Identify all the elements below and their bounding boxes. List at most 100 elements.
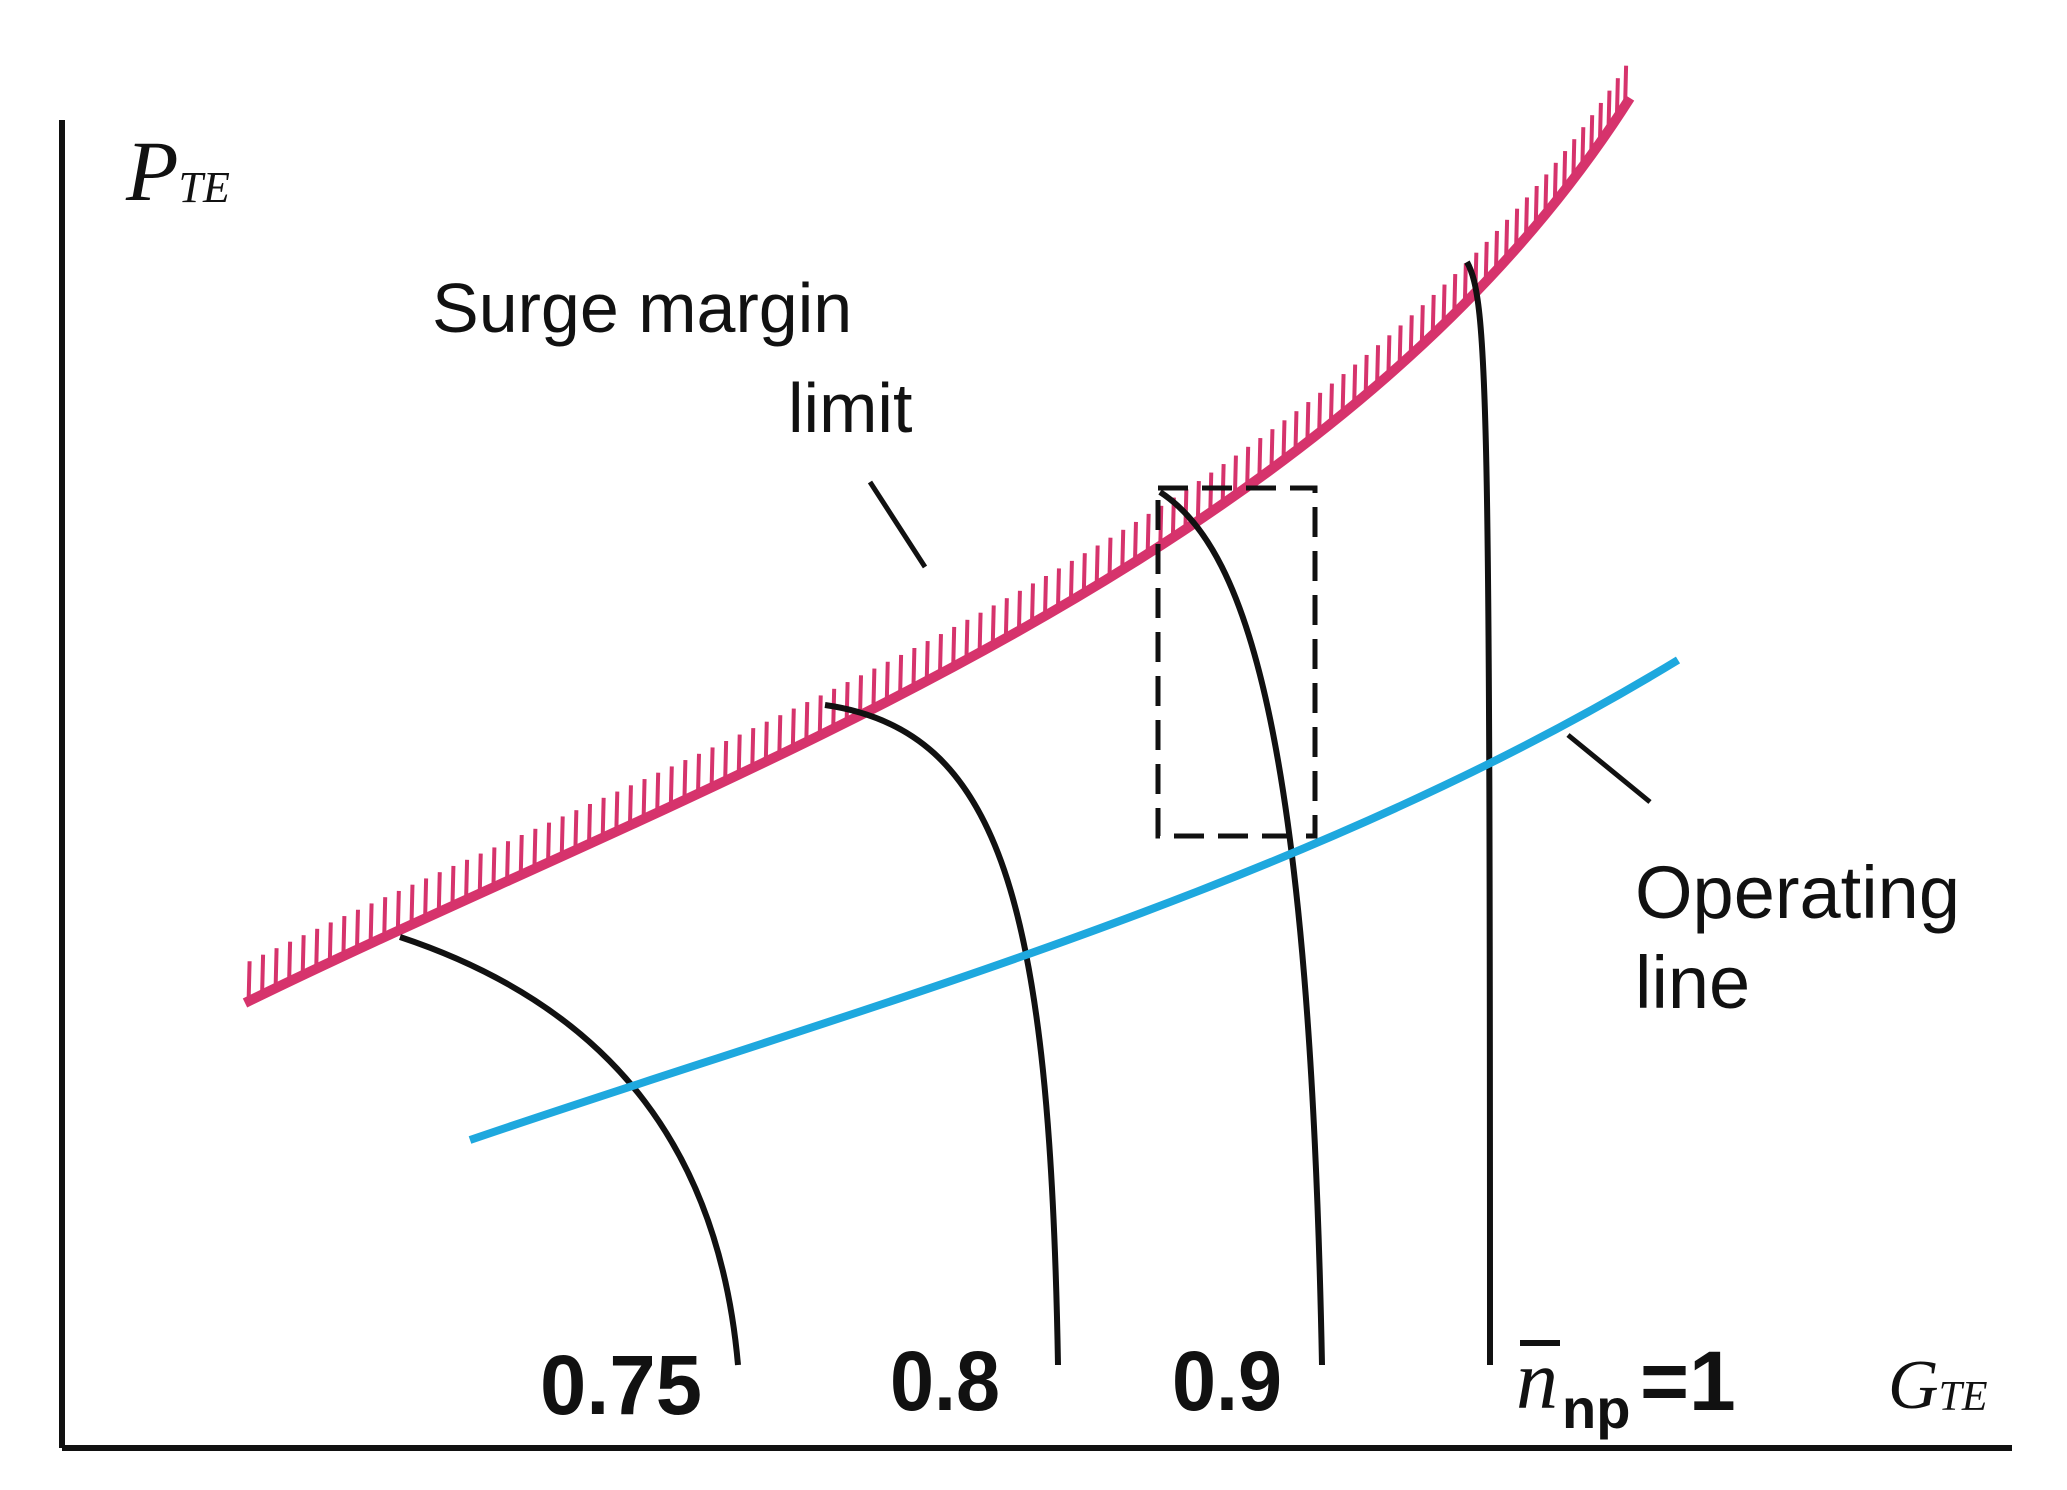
svg-text:n: n [1516, 1334, 1558, 1427]
surge-hatch-tick [423, 878, 429, 919]
surge-hatch-tick [844, 682, 850, 723]
surge-hatch-tick [532, 828, 538, 869]
surge-hatch-tick [1068, 560, 1074, 601]
surge-hatch-tick [1340, 374, 1346, 415]
surge-hatch-tick [300, 935, 306, 976]
surge-hatch-tick [641, 778, 647, 820]
surge-hatch-tick [1055, 568, 1061, 609]
speed-line-075 [399, 934, 741, 1366]
surge-hatch-tick [614, 791, 620, 832]
surge-hatch-tick [505, 841, 511, 882]
speed-label-075: 0.75 [540, 1338, 702, 1432]
y-axis-label: PTE [125, 123, 230, 219]
surge-hatch-tick [1183, 489, 1189, 530]
surge-hatch-tick [655, 772, 661, 813]
speed-line-08 [824, 702, 1061, 1366]
surge-hatch-tick [695, 753, 701, 794]
surge-label-line1: Surge margin [432, 269, 852, 347]
surge-hatch-tick [898, 654, 904, 695]
surge-hatch-tick [951, 626, 957, 668]
surge-hatch-tick [911, 647, 917, 689]
surge-hatch-tick [546, 822, 552, 863]
surge-hatch-tick [937, 633, 943, 675]
surge-hatch-tick [723, 740, 729, 782]
surge-hatch-tick [354, 909, 360, 950]
surge-hatch-tick [964, 619, 970, 660]
surge-hatch-tick [1195, 480, 1201, 522]
svg-text:=1: =1 [1640, 1334, 1736, 1428]
speed-line-09 [1158, 489, 1325, 1366]
surge-hatch-tick [1003, 598, 1009, 639]
surge-hatch-tick [587, 803, 593, 845]
surge-hatch-tick [327, 922, 333, 963]
surge-hatch-tick [1281, 420, 1287, 461]
surge-hatch-tick [1081, 553, 1087, 594]
surge-hatch-tick [314, 928, 320, 969]
surge-hatch-tick [477, 853, 483, 894]
surge-hatch-tick [668, 766, 674, 807]
surge-hatch-tick [777, 715, 783, 756]
surge-hatch-tick [682, 760, 688, 801]
surge-hatch-tick [817, 695, 823, 736]
surge-hatch-tick [464, 859, 470, 900]
surge-hatch-tick [1269, 429, 1275, 470]
surge-hatch-tick [491, 847, 497, 888]
speed-label-09: 0.9 [1172, 1334, 1282, 1428]
surge-hatch-tick [1317, 392, 1323, 433]
surge-hatch-tick [990, 605, 996, 646]
surge-hatch-tick [368, 903, 374, 944]
surge-hatch-tick [1293, 411, 1299, 452]
surge-hatch-tick [1120, 529, 1126, 570]
surge-hatch-tick [763, 721, 769, 762]
surge-hatch-tick [1257, 438, 1263, 479]
surge-hatch-tick [871, 668, 877, 709]
operating-leader-line [1566, 733, 1652, 804]
speed-line-1 [1464, 260, 1493, 1366]
surge-hatch-tick [858, 675, 864, 716]
surge-hatch-tick [1029, 583, 1035, 624]
surge-hatch-tick [395, 890, 401, 931]
surge-hatch-tick [260, 954, 266, 995]
x-axis-label: GTE [1888, 1347, 1988, 1424]
surge-hatch-tick [573, 810, 579, 851]
surge-hatch-tick [409, 884, 415, 925]
surge-hatch-tick [1132, 521, 1138, 562]
surge-hatch-tick [627, 785, 633, 826]
surge-hatch-tick [884, 661, 890, 702]
surge-hatch-tick [1232, 455, 1238, 496]
surge-hatch-tick [246, 961, 252, 1002]
surge-hatch-tick [1094, 545, 1100, 586]
surge-hatch-tick [436, 872, 442, 913]
surge-hatch-tick [1016, 590, 1022, 631]
surge-hatch-tick [1328, 383, 1334, 424]
surge-hatch-tick [790, 708, 796, 749]
surge-leader-line [867, 480, 928, 569]
surge-hatch-tick [341, 916, 347, 957]
surge-limit-curve [242, 95, 1635, 1008]
surge-hatch-tick [287, 941, 293, 982]
surge-hatch-tick [1158, 505, 1164, 546]
surge-hatch-tick [1145, 513, 1151, 554]
operating-line [468, 656, 1681, 1144]
surge-hatch-tick [1208, 472, 1214, 513]
surge-hatch-tick [600, 797, 606, 838]
speed-label-08: 0.8 [890, 1334, 1000, 1428]
operating-label-line1: Operating [1635, 851, 1960, 934]
svg-text:np: np [1562, 1377, 1630, 1440]
surge-hatch-tick [924, 640, 930, 682]
surge-hatching [246, 65, 1629, 1002]
surge-hatch-tick [518, 834, 524, 876]
surge-hatch-tick [1042, 575, 1048, 617]
surge-hatch-tick [273, 948, 279, 989]
surge-hatch-tick [1107, 537, 1113, 578]
surge-margin-limit [242, 65, 1635, 1008]
surge-hatch-tick [977, 612, 983, 653]
surge-hatch-tick [1220, 464, 1226, 505]
surge-hatch-tick [559, 816, 565, 857]
dashed-highlight-box [1155, 485, 1318, 839]
surge-label-line2: limit [788, 369, 912, 447]
speed-label-1: n np =1 [1516, 1334, 1736, 1440]
surge-hatch-tick [1352, 364, 1358, 405]
surge-hatch-tick [750, 728, 756, 769]
